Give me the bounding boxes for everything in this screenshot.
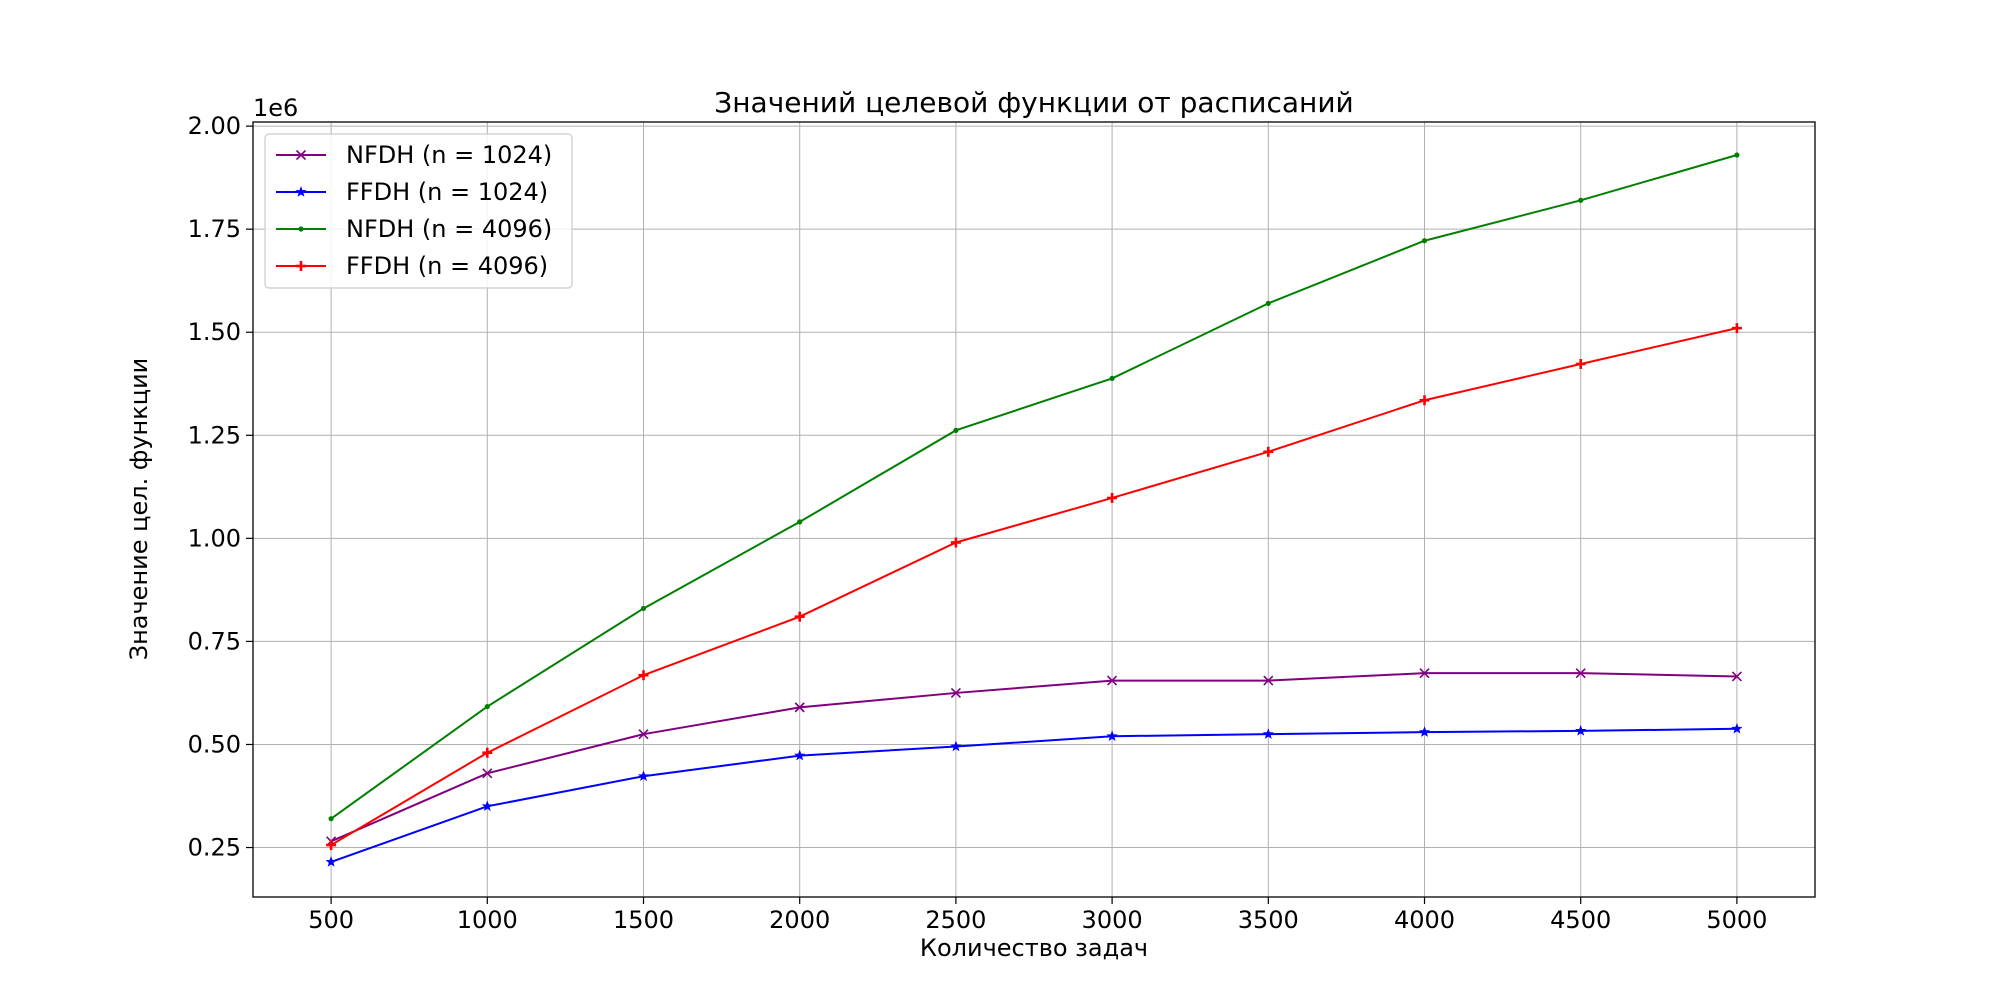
y-tick-label: 0.50 [188,730,241,758]
grid-lines [253,122,1815,897]
data-point [950,687,961,699]
y-offset-label: 1e6 [253,94,298,122]
data-point [1734,152,1740,158]
data-point [1575,358,1586,369]
data-point [1263,675,1274,686]
data-point [640,605,647,612]
data-point [794,611,805,622]
y-tick-label: 1.25 [188,421,241,449]
series-line [330,327,1738,846]
data-point [482,768,493,779]
series-2 [325,722,1743,867]
data-point [1419,668,1430,679]
legend-items: NFDH (n = 1024) FFDH (n = 1024) NFDH (n = … [276,141,552,280]
plot-series [325,152,1743,867]
x-tick-label: 1000 [457,906,518,934]
data-point [638,670,649,681]
legend-box [264,133,573,289]
y-tick-label: 2.00 [188,112,241,140]
x-tick-label: 2500 [925,906,986,934]
x-tick-label: 3000 [1082,906,1143,934]
x-tick-label: 5000 [1706,906,1767,934]
x-tick-label: 2000 [769,906,830,934]
x-tick-label: 3500 [1238,906,1299,934]
data-point [638,729,649,740]
legend-label: FFDH (n = 4096) [346,252,548,280]
y-tick-label: 1.00 [188,524,241,552]
data-point [953,427,959,433]
axis-ticks: 500 1000 1500 2000 2500 3000 3500 4000 4500 5000 0… [188,112,1768,934]
x-tick-label: 4500 [1550,906,1611,934]
legend-marker [296,261,306,271]
data-point [794,749,806,761]
data-point [1421,238,1428,244]
y-tick-label: 0.75 [188,627,241,655]
series-1 [326,668,1742,847]
data-point [637,770,650,781]
legend-entry: NFDH (n = 1024) [276,141,552,169]
legend-marker [298,226,304,232]
data-point [794,702,805,713]
data-point [1265,300,1271,306]
legend-marker [295,186,307,197]
data-point [1575,668,1586,679]
series-line [330,154,1738,820]
y-tick-label: 0.25 [188,834,241,862]
data-point [325,856,337,867]
data-point [326,840,337,851]
data-point [950,537,961,548]
data-point [1731,671,1742,682]
series-4 [326,323,1742,851]
x-tick-label: 1500 [613,906,674,934]
series-line [330,672,1737,843]
series-3 [328,152,1740,822]
data-point [1731,722,1743,734]
legend: NFDH (n = 1024) FFDH (n = 1024) NFDH (n = … [264,133,573,289]
legend-label: NFDH (n = 1024) [346,141,552,169]
data-point [481,800,493,812]
data-point [482,747,493,758]
legend-label: NFDH (n = 4096) [346,215,552,243]
data-point [950,740,962,752]
chart-title: Значений целевой функции от расписаний [714,86,1353,119]
data-point [328,816,334,822]
data-point [1575,725,1587,736]
data-point [1263,446,1274,457]
data-point [484,703,490,710]
legend-label: FFDH (n = 1024) [346,178,548,206]
data-point [797,519,803,525]
data-point [1262,728,1274,739]
data-point [1107,492,1118,503]
y-tick-label: 1.50 [188,318,241,346]
legend-marker [295,149,307,161]
x-tick-label: 500 [308,906,354,934]
x-axis-label: Количество задач [920,934,1148,962]
data-point [1578,197,1584,203]
y-tick-label: 1.75 [188,215,241,243]
data-point [1106,730,1118,741]
x-tick-label: 4000 [1394,906,1455,934]
data-point [1109,375,1115,382]
data-point [1731,323,1742,334]
series-line [330,727,1737,863]
data-point [1419,395,1430,406]
data-point [1418,726,1431,737]
legend-entry: NFDH (n = 4096) [276,215,552,243]
legend-entry: FFDH (n = 4096) [276,252,548,280]
y-axis-label: Значение цел. функции [125,358,153,661]
plot-frame [252,121,1816,898]
legend-entry: FFDH (n = 1024) [276,178,548,206]
data-point [1107,675,1118,686]
